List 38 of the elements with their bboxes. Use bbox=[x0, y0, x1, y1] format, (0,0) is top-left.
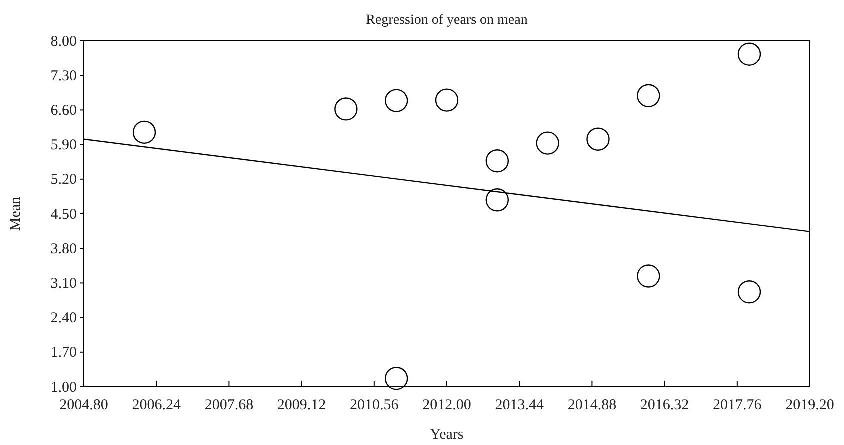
point bbox=[384, 367, 408, 390]
x-tick-label: 2006.24 bbox=[132, 398, 182, 414]
y-tick-label: 1.70 bbox=[50, 345, 77, 362]
y-tick-label: 8.00 bbox=[50, 34, 77, 50]
x-axis-title: Years bbox=[430, 427, 464, 443]
y-tick-label: 5.20 bbox=[50, 172, 77, 188]
point bbox=[435, 88, 459, 112]
point bbox=[637, 264, 660, 288]
point bbox=[738, 42, 762, 66]
y-tick-label: 2.40 bbox=[50, 310, 77, 327]
point bbox=[637, 84, 660, 108]
x-tick-label: 2017.76 bbox=[713, 398, 762, 414]
point bbox=[334, 98, 358, 121]
y-tick-label: 3.10 bbox=[50, 276, 77, 292]
x-tick-label: 2016.32 bbox=[640, 398, 690, 414]
y-tick-label: 3.80 bbox=[50, 241, 77, 258]
x-tick-label: 2013.44 bbox=[495, 398, 544, 414]
x-tick-label: 2014.88 bbox=[568, 398, 617, 414]
x-tick-label: 2019.20 bbox=[786, 398, 834, 414]
point bbox=[486, 188, 510, 212]
y-tick-label: 7.30 bbox=[50, 68, 77, 84]
y-tick-label: 5.90 bbox=[50, 138, 77, 154]
point bbox=[586, 128, 610, 151]
y-axis-title: Mean bbox=[8, 196, 24, 232]
x-tick-label: 2009.12 bbox=[277, 398, 326, 414]
point bbox=[738, 280, 762, 304]
x-tick-label: 2010.56 bbox=[350, 398, 400, 414]
point bbox=[486, 150, 510, 173]
point bbox=[132, 120, 156, 144]
y-tick-label: 1.00 bbox=[50, 380, 77, 396]
y-tick-label: 4.50 bbox=[50, 206, 77, 223]
x-tick-label: 2004.80 bbox=[60, 398, 108, 414]
point bbox=[536, 132, 560, 155]
chart-title: Regression of years on mean bbox=[366, 13, 528, 28]
x-tick-label: 2012.00 bbox=[422, 398, 472, 414]
x-tick-label: 2007.68 bbox=[204, 398, 254, 414]
point bbox=[384, 89, 408, 112]
y-tick-label: 6.60 bbox=[50, 103, 77, 119]
